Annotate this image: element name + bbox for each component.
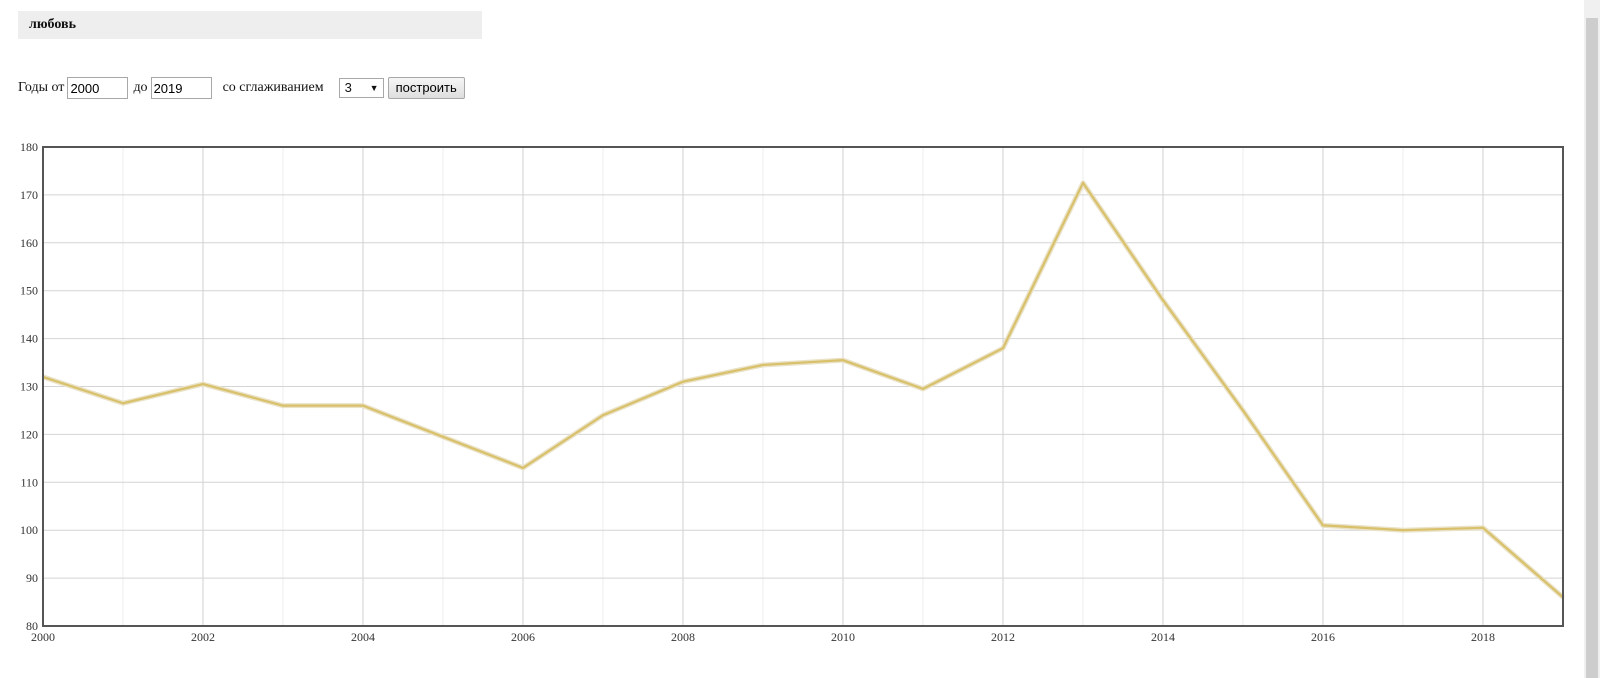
year-to-input[interactable]	[150, 77, 212, 99]
x-tick-label: 2008	[671, 630, 695, 644]
y-tick-label: 140	[20, 332, 38, 346]
scrollbar-thumb[interactable]	[1586, 18, 1598, 678]
data-point	[1001, 346, 1005, 350]
data-point	[921, 387, 925, 391]
data-point	[1081, 181, 1085, 185]
years-to-label: до	[133, 80, 148, 95]
y-tick-label: 150	[20, 284, 38, 298]
y-tick-label: 110	[20, 475, 38, 489]
x-tick-label: 2004	[351, 630, 375, 644]
years-from-label: Годы от	[18, 80, 65, 95]
data-point	[1481, 526, 1485, 530]
y-tick-label: 80	[26, 619, 38, 633]
page-title: любовь	[18, 11, 482, 39]
series-line-shadow	[42, 180, 1565, 600]
data-point	[1161, 299, 1165, 302]
controls-bar: Годы от до со сглаживанием 3 ▼ построить	[18, 76, 465, 100]
series-line	[42, 181, 1564, 599]
data-point	[761, 363, 765, 367]
data-point	[1321, 524, 1325, 527]
smoothing-select[interactable]: 3 ▼	[338, 78, 384, 98]
x-tick-label: 2016	[1311, 630, 1335, 644]
line-chart: 80 90 100 110 120 130 140 150 160 170 180 2000 2002 2…	[20, 140, 1565, 644]
data-point	[361, 404, 365, 407]
x-tick-label: 2010	[831, 630, 855, 644]
data-point	[681, 380, 685, 383]
data-point	[201, 382, 205, 386]
data-point	[441, 435, 445, 438]
y-tick-label: 160	[20, 236, 38, 250]
data-point	[841, 358, 845, 362]
x-tick-label: 2006	[511, 630, 535, 644]
x-tick-label: 2018	[1471, 630, 1495, 644]
data-point	[1241, 409, 1245, 412]
build-button[interactable]: построить	[387, 77, 465, 99]
smoothing-select-value: 3	[344, 80, 352, 95]
y-tick-label: 170	[20, 188, 38, 202]
x-tick-label: 2014	[1151, 630, 1175, 644]
y-tick-label: 120	[20, 427, 38, 441]
vertical-scrollbar[interactable]	[1584, 0, 1600, 678]
x-tick-label: 2002	[191, 630, 215, 644]
smoothing-label: со сглаживанием	[222, 80, 324, 95]
data-point	[121, 402, 125, 405]
data-point	[601, 414, 605, 417]
data-point	[521, 466, 525, 470]
data-point	[281, 404, 285, 407]
x-tick-label: 2000	[31, 630, 55, 644]
data-point	[1401, 529, 1405, 532]
year-from-input[interactable]	[67, 77, 129, 99]
plot-frame	[42, 146, 1564, 627]
y-tick-label: 90	[26, 571, 38, 585]
y-tick-label: 180	[20, 140, 38, 154]
x-tick-label: 2012	[991, 630, 1015, 644]
chevron-down-icon: ▼	[369, 83, 379, 93]
y-tick-label: 100	[20, 523, 38, 537]
y-tick-label: 130	[20, 380, 38, 394]
